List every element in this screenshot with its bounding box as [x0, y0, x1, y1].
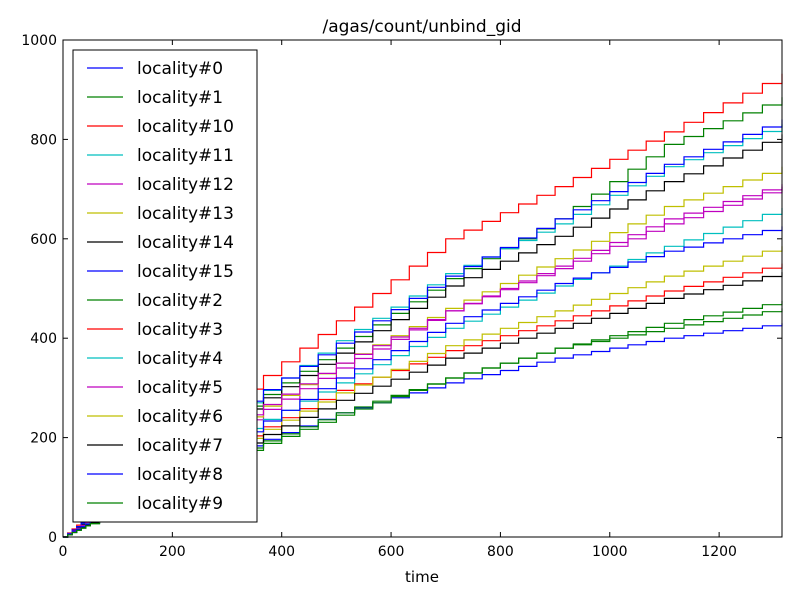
- legend-label: locality#13: [137, 204, 234, 224]
- x-tick-label: 400: [268, 544, 295, 560]
- legend-label: locality#14: [137, 233, 234, 253]
- legend-label: locality#12: [137, 175, 234, 195]
- x-tick-label: 200: [159, 544, 186, 560]
- y-tick-label: 600: [30, 232, 57, 248]
- chart-title: /agas/count/unbind_gid: [322, 17, 521, 37]
- legend-label: locality#8: [137, 465, 223, 485]
- legend-label: locality#4: [137, 349, 223, 369]
- y-tick-label: 200: [30, 431, 57, 447]
- legend-label: locality#10: [137, 117, 234, 137]
- legend-box: [72, 49, 258, 523]
- legend-label: locality#2: [137, 291, 223, 311]
- axis-ticks: 0 200 400 600 800 1000 1200 0 200 400 600 800 1000: [21, 33, 782, 560]
- x-tick-label: 1200: [701, 544, 737, 560]
- legend-label: locality#3: [137, 320, 223, 340]
- plot-frame: [62, 39, 783, 538]
- x-tick-label: 0: [59, 544, 68, 560]
- x-tick-label: 1000: [592, 544, 628, 560]
- legend-label: locality#0: [137, 59, 223, 79]
- y-tick-label: 400: [30, 331, 57, 347]
- y-tick-label: 800: [30, 132, 57, 148]
- legend-label: locality#5: [137, 378, 223, 398]
- x-axis-label: time: [405, 568, 439, 586]
- x-tick-label: 800: [487, 544, 514, 560]
- legend-label: locality#6: [137, 407, 223, 427]
- legend: locality#0 locality#1 locality#10 locality#…: [72, 49, 258, 523]
- y-tick-label: 0: [48, 530, 57, 546]
- y-tick-label: 1000: [21, 33, 57, 49]
- x-tick-label: 600: [378, 544, 405, 560]
- legend-label: locality#7: [137, 436, 223, 456]
- legend-label: locality#1: [137, 88, 223, 108]
- legend-label: locality#9: [137, 494, 223, 514]
- legend-label: locality#11: [137, 146, 234, 166]
- legend-label: locality#15: [137, 262, 234, 282]
